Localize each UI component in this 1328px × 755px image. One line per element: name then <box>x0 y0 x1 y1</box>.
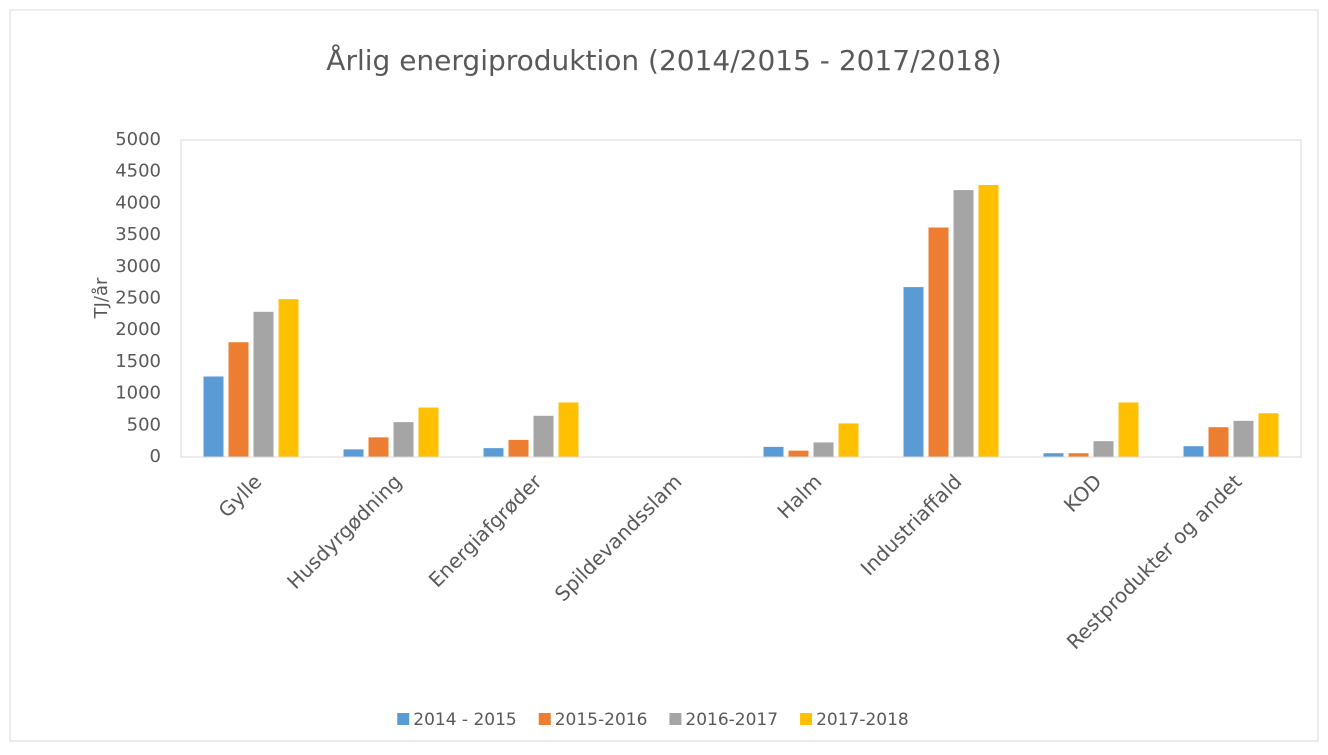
chart-title: Årlig energiproduktion (2014/2015 - 2017… <box>326 43 1001 77</box>
bar <box>1068 453 1089 457</box>
bar <box>343 449 364 457</box>
bar <box>278 299 299 457</box>
bar <box>1183 446 1204 457</box>
y-tick-label: 3000 <box>115 256 161 277</box>
legend-swatch <box>538 713 551 725</box>
bar <box>813 442 834 457</box>
bar <box>1093 441 1114 457</box>
legend-swatch <box>800 713 813 725</box>
y-tick-label: 1000 <box>115 383 161 404</box>
legend-label: 2016-2017 <box>685 710 778 730</box>
bar <box>1233 420 1254 457</box>
y-tick-label: 500 <box>127 414 161 435</box>
bar <box>228 342 249 457</box>
chart-border <box>9 9 1319 742</box>
bar <box>1118 402 1139 457</box>
bar <box>838 423 859 457</box>
y-tick-label: 5000 <box>115 129 161 150</box>
y-tick-label: 2500 <box>115 288 161 309</box>
legend-label: 2014 - 2015 <box>413 710 516 730</box>
bar <box>483 448 504 457</box>
bar <box>508 439 529 457</box>
bar <box>763 446 784 457</box>
bar <box>788 450 809 457</box>
legend-swatch <box>669 713 682 725</box>
y-tick-label: 0 <box>150 446 161 467</box>
y-axis-label: TJ/år <box>91 277 112 319</box>
y-tick-label: 4000 <box>115 192 161 213</box>
y-tick-label: 4500 <box>115 161 161 182</box>
bar <box>953 190 974 457</box>
bar <box>418 407 439 457</box>
bar <box>978 185 999 457</box>
bar <box>253 311 274 457</box>
y-tick-label: 1500 <box>115 351 161 372</box>
legend-swatch <box>397 713 410 725</box>
bar <box>533 415 554 457</box>
legend-label: 2015-2016 <box>555 710 648 730</box>
bar <box>1208 427 1229 457</box>
bar <box>368 437 389 457</box>
bar <box>558 402 579 457</box>
bar <box>1043 453 1064 457</box>
bar <box>393 422 414 457</box>
bar <box>903 287 924 457</box>
y-tick-label: 2000 <box>115 319 161 340</box>
y-tick-label: 3500 <box>115 224 161 245</box>
bar <box>1258 413 1279 457</box>
bar <box>928 227 949 457</box>
legend-label: 2017-2018 <box>816 710 909 730</box>
bar <box>203 376 224 457</box>
